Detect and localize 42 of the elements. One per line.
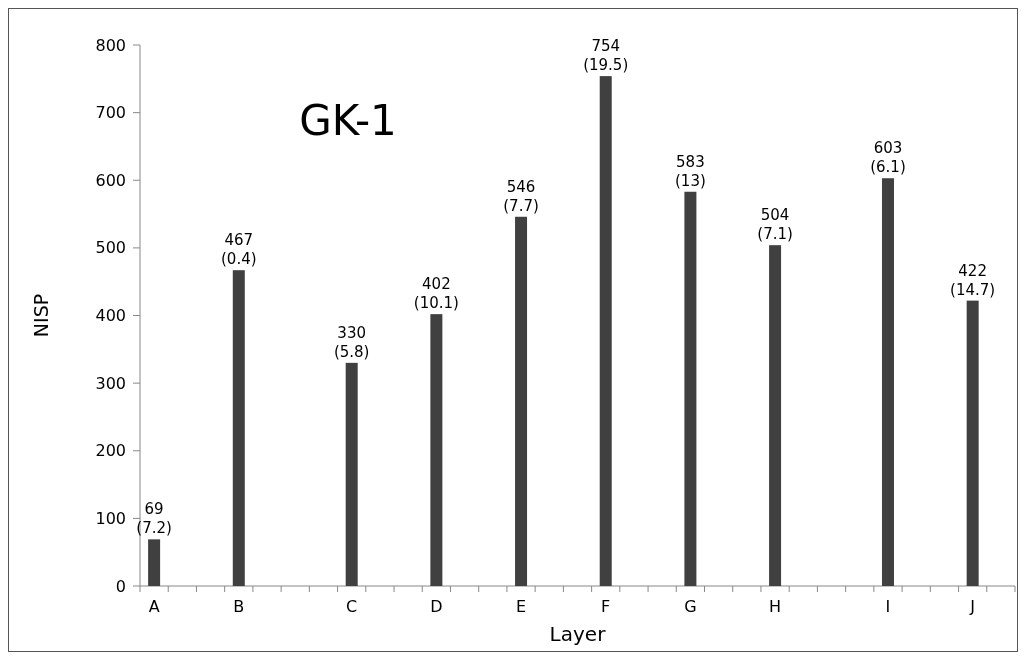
data-label: 402 (10.1) [413,275,459,313]
text: GK-1 [299,95,397,145]
data-label: 546 (7.7) [503,177,539,215]
bar [515,216,528,586]
data-label: 504 (7.1) [757,206,793,244]
bar [684,191,697,586]
data-label: 422 (14.7) [950,261,996,299]
y-tick-label: 200 [95,441,126,461]
bar [345,362,358,586]
y-tick-label: 0 [115,576,126,596]
bar [148,539,161,586]
y-tick-label: 100 [95,508,126,528]
x-tick-label: D [430,597,443,616]
y-tick-label: 500 [95,238,126,258]
data-label: 754 (19.5) [583,37,629,75]
y-tick-label: 600 [95,170,126,190]
bar [769,245,782,586]
data-label: 69 (7.2) [136,500,172,538]
data-label: 603 (6.1) [870,139,906,177]
x-tick-label: E [515,597,527,616]
y-axis-title: NISP [30,293,52,338]
y-tick-label: 800 [95,35,126,55]
x-tick-label: B [233,597,245,616]
y-tick-label: 400 [95,306,126,326]
x-tick-label: F [601,597,611,616]
x-tick-label: J [969,597,976,616]
bar [881,178,894,586]
data-label: 467 (0.4) [221,231,257,269]
data-label: 583 (13) [675,152,706,190]
x-tick-label: A [148,597,160,616]
x-tick-label: H [769,597,782,616]
data-label: 330 (5.8) [333,323,370,361]
bar [232,270,245,586]
x-tick-label: G [684,597,697,616]
x-tick-label: C [346,597,358,616]
x-tick-label: I [885,597,891,616]
bar [599,76,612,586]
x-axis-title: Layer [549,622,607,646]
bar [966,300,979,586]
y-tick-label: 300 [95,373,126,393]
bar [430,314,443,586]
y-tick-label: 700 [95,103,126,123]
